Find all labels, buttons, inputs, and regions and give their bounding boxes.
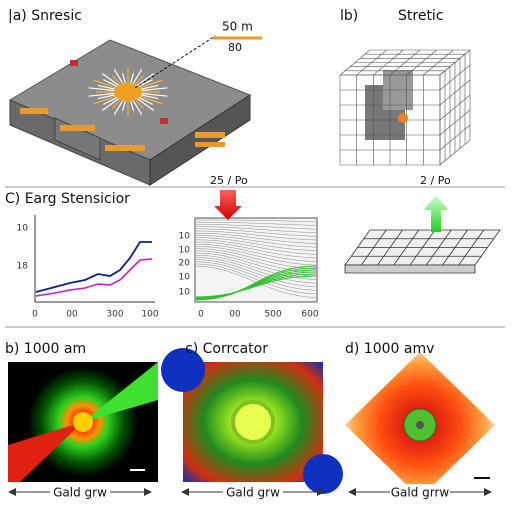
- y-tick-label: 10: [179, 246, 191, 256]
- panel-title: Stretic: [398, 8, 444, 24]
- y-tick-label: 10: [17, 224, 29, 234]
- image-b: [8, 362, 158, 482]
- x-tick-label: 300: [106, 310, 123, 320]
- arrow-head: [181, 488, 189, 496]
- image-c: [161, 348, 343, 494]
- curve: [195, 257, 317, 284]
- curve: [195, 224, 317, 230]
- y-tick-label: 10: [179, 232, 191, 242]
- caption: Gald grrw: [391, 486, 450, 500]
- arrow-head: [8, 488, 16, 496]
- arrow-head: [144, 488, 152, 496]
- grid-plate: [344, 229, 501, 274]
- arrow-head: [484, 488, 492, 496]
- arrow: [424, 195, 448, 232]
- curve: [195, 221, 317, 226]
- scale-text: 50 m: [222, 20, 253, 34]
- curve: [195, 263, 317, 295]
- y-tick-label: 10: [179, 273, 191, 283]
- panel-label: lb): [340, 8, 358, 24]
- wire: [439, 49, 471, 76]
- curve: [195, 219, 317, 223]
- panel-label: c) Corrcator: [185, 341, 268, 357]
- curve: [195, 226, 317, 234]
- panel-label: d) 1000 amv: [345, 341, 434, 357]
- curve: [195, 261, 317, 291]
- x-tick-label: 0: [32, 310, 38, 320]
- curve: [195, 239, 317, 255]
- curve: [195, 228, 317, 237]
- curve: [195, 265, 317, 298]
- x-tick-label: 00: [66, 310, 78, 320]
- panel-a-block: [8, 39, 252, 186]
- leader-line: [134, 35, 216, 89]
- image-d: [345, 352, 495, 498]
- panel-label: b) 1000 am: [5, 341, 86, 357]
- x-tick-label: 500: [264, 310, 281, 320]
- y-tick-label: 18: [17, 262, 29, 272]
- left-chart: [34, 215, 155, 303]
- caption: Gald grw: [226, 486, 280, 500]
- x-tick-label: 100: [141, 310, 158, 320]
- plate-side: [344, 264, 476, 274]
- arrow-head: [348, 488, 356, 496]
- x-tick-label: 600: [301, 310, 318, 320]
- caption-bg: [390, 484, 450, 500]
- annotation: 25 / Po: [210, 174, 248, 187]
- middle-chart: [194, 190, 318, 303]
- curve: [195, 232, 317, 244]
- wire: [439, 139, 471, 166]
- y-tick-label: 10: [179, 288, 191, 298]
- panel-label: |a) Snresic: [8, 8, 82, 24]
- curve: [195, 237, 317, 252]
- marker: [398, 113, 408, 123]
- curve: [195, 259, 317, 288]
- wireframe-cube: [339, 49, 471, 166]
- curve: [195, 241, 317, 259]
- curve: [195, 230, 317, 241]
- curve: [195, 235, 317, 248]
- x-tick-label: 0: [198, 310, 204, 320]
- annotation: 2 / Po: [420, 174, 451, 187]
- curve: [195, 243, 317, 262]
- caption-bg: [50, 484, 110, 500]
- panel-label: C) Earg Stensicior: [5, 191, 130, 207]
- curve: [195, 275, 317, 298]
- arrow-head: [317, 488, 325, 496]
- caption-bg: [223, 484, 283, 500]
- scale-text: 80: [228, 41, 242, 54]
- curve: [195, 254, 317, 280]
- y-tick-label: 20: [179, 259, 191, 269]
- x-tick-label: 00: [229, 310, 241, 320]
- caption: Gald grw: [53, 486, 107, 500]
- curve: [195, 246, 317, 266]
